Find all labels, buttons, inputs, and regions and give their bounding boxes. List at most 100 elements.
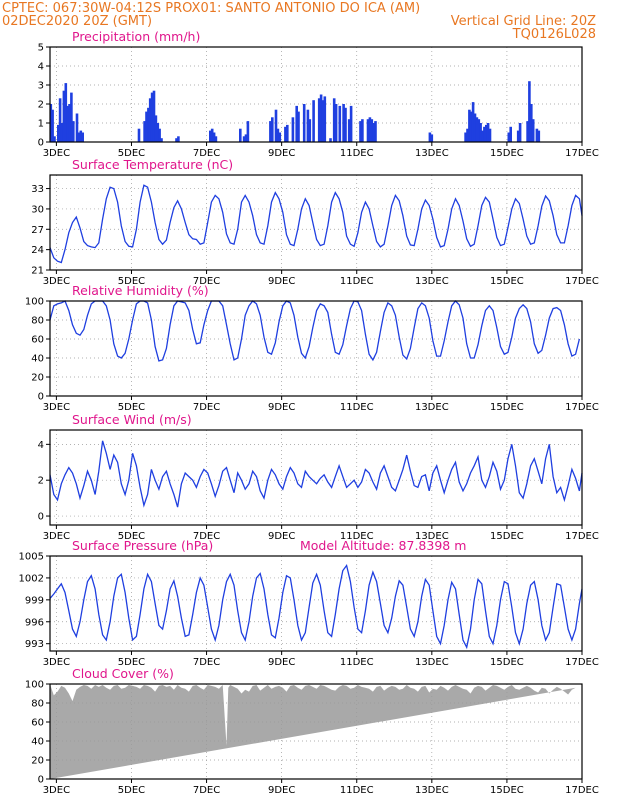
x-tick-label: 3DEC [43, 785, 70, 796]
precip-bar [321, 100, 325, 142]
x-tick-label: 13DEC [415, 276, 449, 287]
panel-2: Relative Humidity (%) 0 20 40 60 80 100 3DEC 5DE… [25, 283, 599, 413]
x-tick-label: 15DEC [490, 402, 524, 413]
precip-bar [530, 104, 533, 142]
precip-bar [212, 132, 216, 142]
precip-bar [145, 111, 148, 142]
y-tick-label: 3 [38, 81, 44, 92]
x-tick-label: 11DEC [340, 531, 374, 542]
precip-bar [483, 126, 486, 142]
panel-frame [49, 683, 583, 780]
y-tick-label: 1005 [19, 552, 44, 563]
panel-title: Relative Humidity (%) [72, 283, 209, 298]
y-tick-label: 40 [31, 354, 44, 365]
precip-bar [349, 105, 353, 142]
precip-bar [239, 128, 242, 142]
panel-frame [49, 555, 583, 652]
x-tick-label: 5DEC [118, 276, 145, 287]
precip-bar [177, 136, 180, 142]
y-tick-label: 27 [31, 225, 44, 236]
x-tick-label: 9DEC [268, 148, 295, 159]
precip-bar [342, 104, 345, 142]
x-tick-label: 11DEC [340, 148, 374, 159]
x-tick-label: 15DEC [490, 276, 524, 287]
y-tick-label: 60 [31, 718, 44, 729]
precip-bar [68, 104, 71, 142]
series-line [49, 563, 583, 650]
x-tick-label: 9DEC [268, 402, 295, 413]
x-tick-label: 3DEC [43, 402, 70, 413]
y-tick-label: 80 [31, 699, 44, 710]
x-tick-label: 7DEC [193, 785, 220, 796]
precip-bar [516, 130, 520, 142]
precip-bar [246, 121, 250, 142]
cloud-cover-area [50, 684, 576, 779]
panel-frame [49, 300, 583, 397]
precip-bar [297, 111, 300, 142]
precip-bar [66, 105, 69, 142]
x-tick-label: 5DEC [118, 148, 145, 159]
panel-5: Cloud Cover (%) 0 20 40 60 80 100 3DEC 5DEC 7DEC 9… [25, 666, 599, 796]
precip-bar [370, 119, 374, 142]
precip-bar [428, 132, 432, 142]
precip-bar [278, 132, 282, 142]
series-line [49, 440, 583, 508]
y-tick-label: 4 [38, 62, 44, 73]
panel-frame [49, 429, 583, 526]
x-tick-label: 13DEC [415, 531, 449, 542]
precip-bar [509, 126, 512, 142]
precip-bar [374, 121, 377, 142]
y-tick-label: 993 [25, 639, 44, 650]
precip-bar [366, 119, 370, 142]
header-line3-right: TQ0126L028 [512, 27, 596, 42]
x-tick-label: 13DEC [415, 148, 449, 159]
x-tick-label: 17DEC [565, 785, 599, 796]
precip-bar [64, 83, 68, 142]
precip-bar [242, 136, 246, 142]
precip-bar [537, 130, 541, 142]
panel-title: Cloud Cover (%) [72, 666, 174, 681]
precip-bar [154, 115, 158, 142]
precip-bar [137, 128, 141, 142]
y-tick-label: 20 [31, 373, 44, 384]
x-tick-label: 9DEC [268, 531, 295, 542]
x-tick-label: 13DEC [415, 785, 449, 796]
x-tick-label: 7DEC [193, 657, 220, 668]
precip-bar [77, 132, 81, 142]
precip-bar [148, 98, 152, 142]
precip-bar [284, 126, 287, 142]
precip-bar [535, 128, 539, 142]
x-tick-label: 11DEC [340, 276, 374, 287]
precip-bar [81, 132, 84, 142]
precip-bar [175, 138, 178, 142]
x-tick-label: 17DEC [565, 276, 599, 287]
panel-frame [49, 174, 583, 271]
precip-bar [70, 92, 73, 142]
precip-bar [518, 123, 522, 142]
precip-bar [334, 104, 338, 142]
x-tick-label: 9DEC [268, 657, 295, 668]
precip-bar [471, 102, 475, 142]
panel-4: Surface Pressure (hPa) Model Altitude: 87… [19, 538, 599, 668]
y-tick-label: 40 [31, 737, 44, 748]
precip-bar [51, 109, 54, 142]
precip-bar [62, 90, 66, 142]
precip-bar [286, 124, 289, 142]
precip-bar [274, 109, 278, 142]
x-tick-label: 11DEC [340, 657, 374, 668]
precip-bar [291, 117, 295, 142]
precip-bar [143, 121, 146, 142]
y-tick-label: 0 [38, 392, 44, 403]
precip-bar [317, 98, 321, 142]
precip-bar [486, 123, 490, 142]
precip-bar [475, 117, 479, 142]
x-tick-label: 17DEC [565, 531, 599, 542]
precip-bar [276, 128, 280, 142]
precip-bar [430, 134, 434, 142]
precip-bar [302, 104, 306, 142]
precip-bar [60, 123, 64, 142]
panel-title: Surface Temperature (nC) [72, 157, 233, 172]
precip-bar [347, 119, 351, 142]
y-tick-label: 0 [38, 138, 44, 149]
y-tick-label: 1002 [19, 573, 44, 584]
